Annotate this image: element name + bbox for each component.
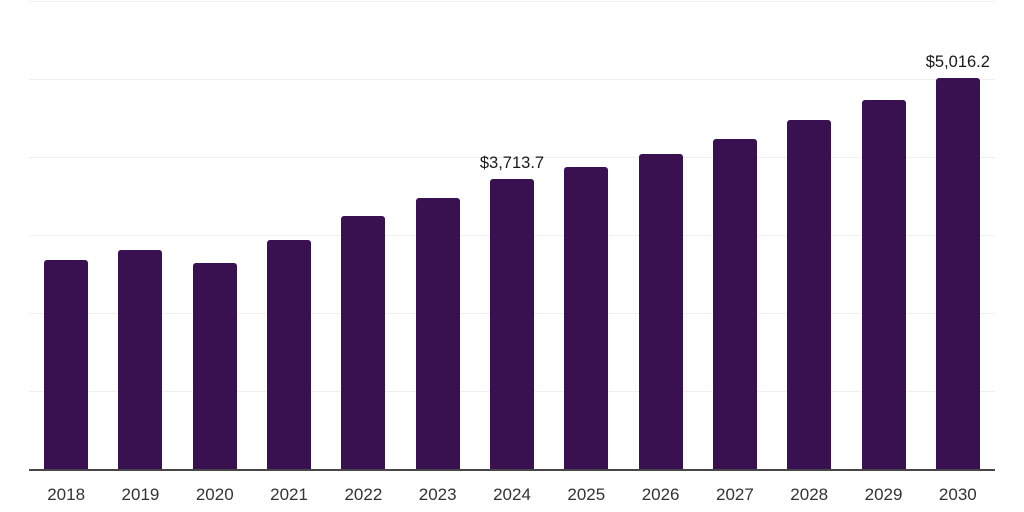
x-tick-label-2024: 2024 [493,485,531,504]
x-tick-label-2027: 2027 [716,485,754,504]
x-tick-label-2022: 2022 [344,485,383,504]
bar-2030 [935,77,980,469]
data-label-2030: $5,016.2 [925,52,990,71]
x-tick-label-2023: 2023 [418,485,457,504]
x-tick-label-2030: 2030 [938,485,977,504]
x-tick-label-2019: 2019 [121,485,160,504]
bar-2029 [861,100,906,469]
x-axis-line [29,469,995,471]
gridline-5000 [29,79,995,80]
gridline-6000 [29,1,995,2]
bar-2019 [118,249,163,469]
bar-2028 [787,120,832,469]
bar-2027 [712,139,757,469]
x-tick-label-2029: 2029 [864,485,903,504]
data-label-2024: $3,713.7 [479,154,545,173]
x-tick-label-2018: 2018 [47,485,86,504]
bar-2022 [341,216,386,469]
bar-2024 [490,179,534,469]
x-tick-label-2028: 2028 [790,485,829,504]
x-tick-label-2021: 2021 [270,485,308,504]
bar-2020 [192,263,237,469]
bar-2025 [564,167,609,469]
x-tick-label-2025: 2025 [567,485,606,504]
x-tick-label-2020: 2020 [195,485,234,504]
x-tick-label-2026: 2026 [641,485,680,504]
bar-2018 [44,259,89,469]
gridline-4000 [29,157,995,158]
bar-2023 [415,197,460,469]
bar-2026 [638,153,683,469]
bar-2021 [267,240,312,469]
